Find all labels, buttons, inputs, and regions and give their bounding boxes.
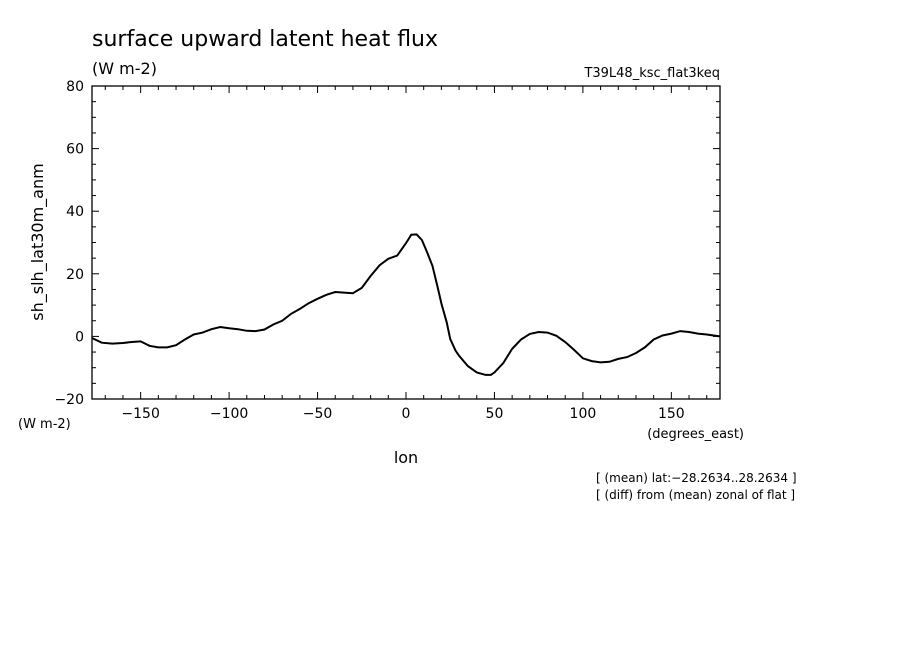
y-tick-labels: −20 0 20 40 60 80 <box>54 79 84 408</box>
series-line <box>91 233 721 376</box>
x-tick-label: 150 <box>658 406 685 422</box>
note-diff-from-flat: [ (diff) from (mean) zonal of flat ] <box>596 488 795 502</box>
chart-title: surface upward latent heat flux <box>92 27 438 52</box>
y-tick-label: 0 <box>75 329 84 345</box>
x-tick-label: 100 <box>570 406 597 422</box>
y-axis-units: (W m-2) <box>18 417 71 432</box>
x-tick-label: 0 <box>402 406 411 422</box>
x-tick-labels: −150 −100 −50 0 50 100 150 <box>121 406 684 422</box>
y-tick-label: 20 <box>66 267 84 283</box>
axis-ticks <box>92 85 720 400</box>
x-tick-label: −150 <box>121 406 159 422</box>
y-tick-label: 40 <box>66 204 84 220</box>
experiment-label: T39L48_ksc_flat3keq <box>583 66 720 81</box>
y-axis-label: sh_slh_lat30m_anm <box>28 163 48 320</box>
x-tick-label: −100 <box>210 406 248 422</box>
note-latitude-mean: [ (mean) lat:−28.2634..28.2634 ] <box>596 471 797 485</box>
x-axis-label: lon <box>394 448 418 467</box>
x-tick-label: 50 <box>486 406 504 422</box>
y-tick-label: 60 <box>66 142 84 158</box>
title-units: (W m-2) <box>92 59 157 78</box>
x-tick-label: −50 <box>303 406 333 422</box>
y-tick-label: −20 <box>54 392 84 408</box>
x-axis-units: (degrees_east) <box>647 427 744 442</box>
y-tick-label: 80 <box>66 79 84 95</box>
